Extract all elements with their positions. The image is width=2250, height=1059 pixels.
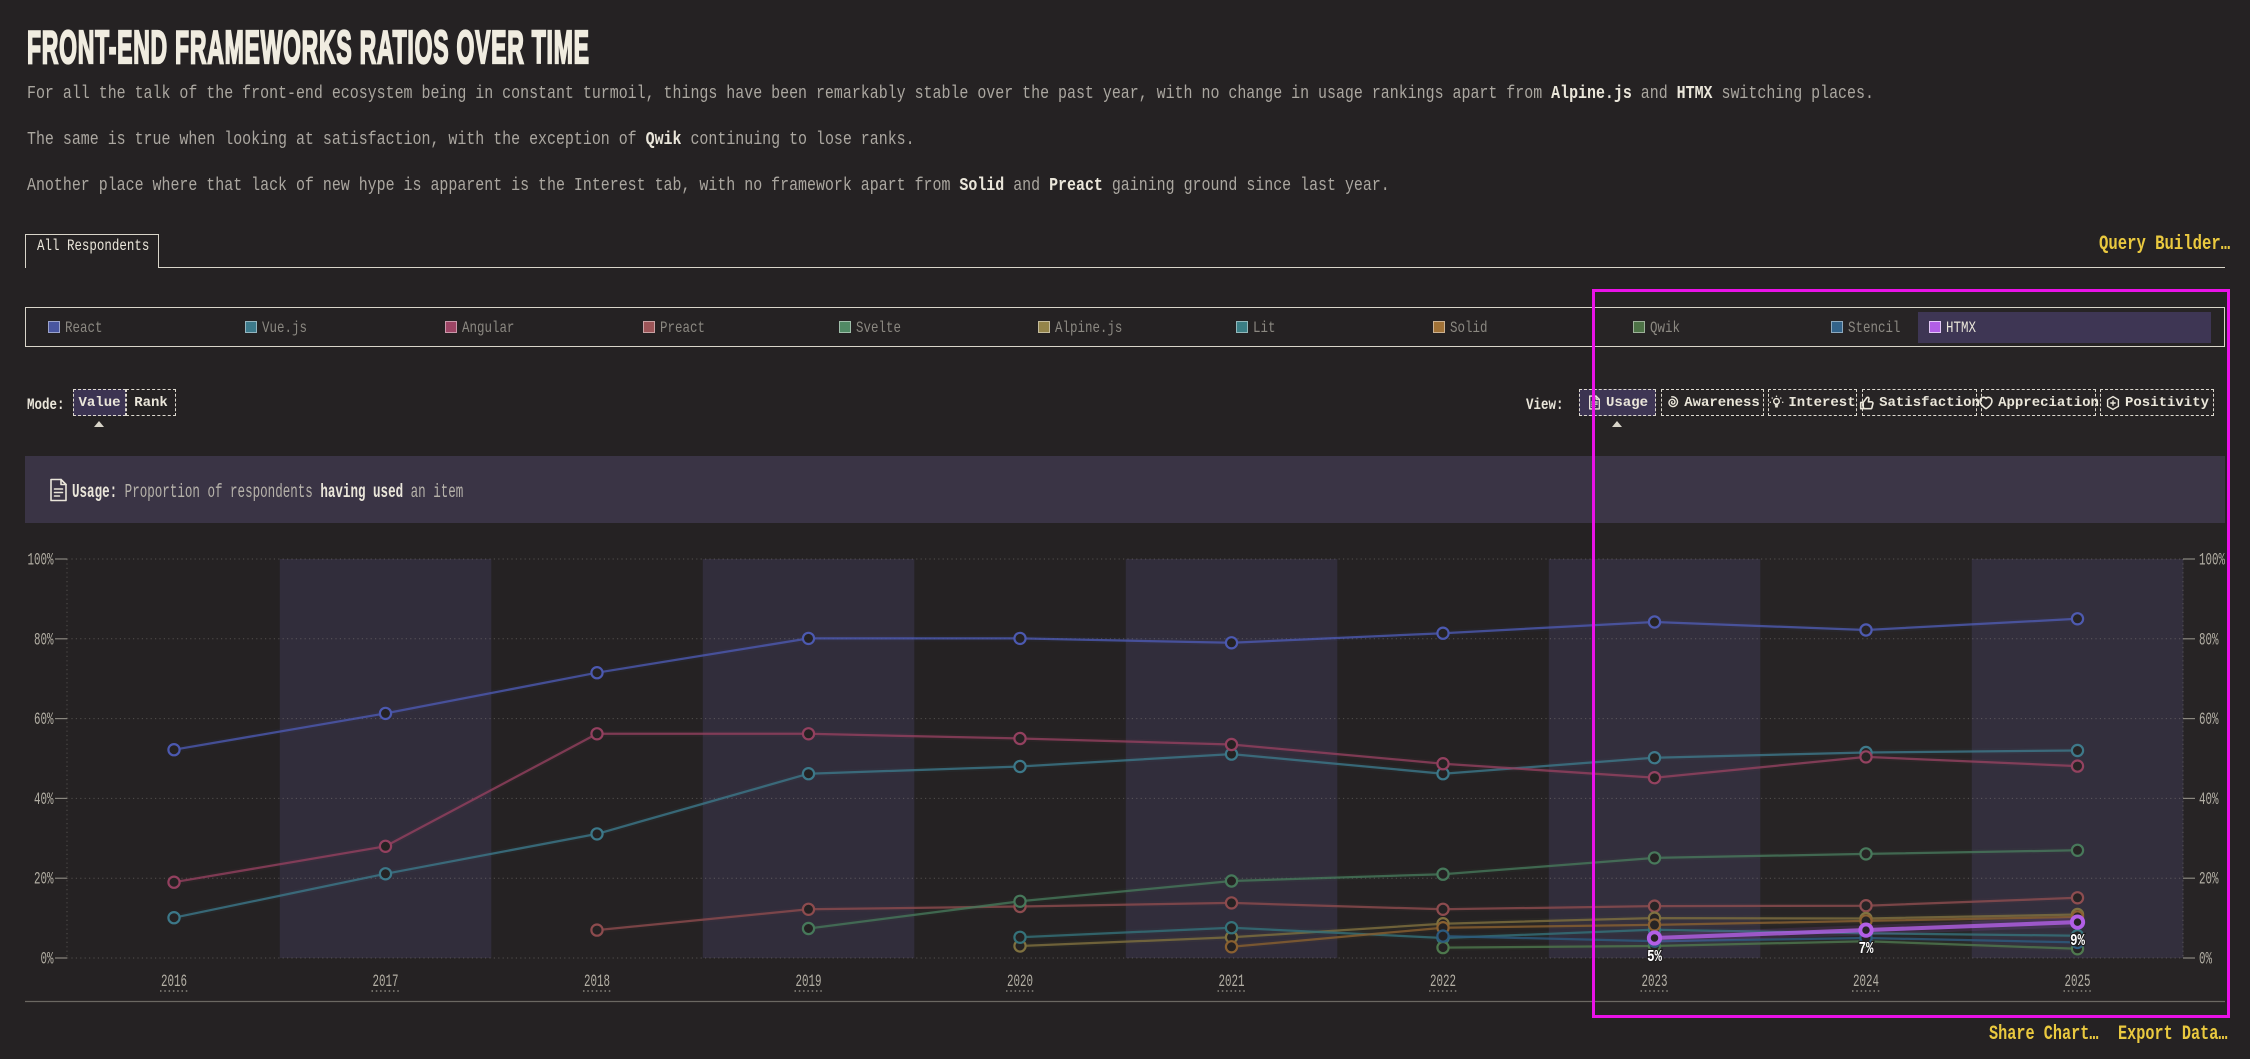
svg-text:20%: 20% [34, 870, 54, 889]
svg-text:2023: 2023 [1641, 973, 1667, 992]
svg-text:7%: 7% [1859, 941, 1874, 959]
svg-text:80%: 80% [34, 631, 54, 650]
svg-text:5%: 5% [1647, 949, 1662, 967]
svg-text:2022: 2022 [1430, 973, 1456, 992]
svg-text:2016: 2016 [161, 973, 187, 992]
svg-text:0%: 0% [2199, 950, 2212, 969]
svg-text:2017: 2017 [372, 973, 398, 992]
svg-text:9%: 9% [2070, 933, 2085, 951]
svg-text:2018: 2018 [584, 973, 610, 992]
svg-text:60%: 60% [34, 711, 54, 730]
svg-text:20%: 20% [2199, 870, 2219, 889]
svg-text:2021: 2021 [1218, 973, 1244, 992]
svg-text:80%: 80% [2199, 631, 2219, 650]
svg-text:2019: 2019 [795, 973, 821, 992]
svg-text:40%: 40% [34, 791, 54, 810]
svg-text:40%: 40% [2199, 791, 2219, 810]
svg-text:2020: 2020 [1007, 973, 1033, 992]
svg-text:60%: 60% [2199, 711, 2219, 730]
svg-text:100%: 100% [2199, 551, 2225, 570]
svg-text:2025: 2025 [2064, 973, 2090, 992]
svg-text:100%: 100% [27, 551, 53, 570]
svg-text:2024: 2024 [1853, 973, 1879, 992]
svg-text:0%: 0% [40, 950, 53, 969]
